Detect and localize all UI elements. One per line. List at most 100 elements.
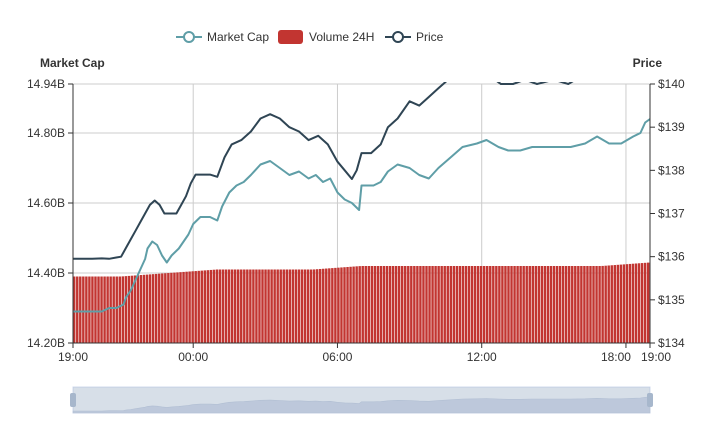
volume-bar (610, 265, 613, 343)
volume-bar (325, 268, 328, 343)
volume-bar (312, 269, 316, 343)
volume-bar (236, 269, 240, 343)
volume-bar (404, 266, 407, 343)
volume-bar (434, 266, 437, 343)
volume-bar (616, 264, 620, 343)
volume-bar (607, 265, 610, 343)
volume-bar (504, 266, 507, 343)
right-tick-label: $134 (658, 336, 685, 350)
right-tick-label: $137 (658, 207, 685, 221)
legend-item-price[interactable]: Price (385, 30, 444, 44)
volume-bar (206, 270, 210, 343)
right-tick-label: $138 (658, 163, 685, 177)
left-tick-label: 14.80B (27, 126, 65, 140)
volume-bar (127, 275, 131, 343)
volume-bar (643, 262, 647, 343)
volume-bar (130, 275, 134, 343)
volume-bar (580, 266, 583, 343)
volume-bar (482, 266, 486, 343)
volume-bar (519, 266, 522, 343)
volume-bar (388, 266, 392, 343)
volume-bar (440, 266, 443, 343)
volume-bar (194, 271, 197, 343)
legend-marker-volume-icon (278, 30, 303, 44)
volume-bar (568, 266, 571, 343)
volume-bar (88, 276, 91, 343)
legend-marker-price-icon (392, 31, 404, 43)
volume-bar (230, 269, 234, 343)
data-zoom-slider[interactable] (70, 386, 653, 414)
volume-bar (355, 266, 358, 343)
volume-bar (376, 266, 380, 343)
volume-bar (370, 266, 374, 343)
volume-bar (495, 266, 498, 343)
volume-bar (136, 275, 140, 343)
volume-bar (516, 266, 519, 343)
volume-bar (601, 265, 604, 343)
right-tick-label: $139 (658, 120, 685, 134)
volume-bar (543, 266, 547, 343)
volume-bar (464, 266, 468, 343)
volume-bar (364, 266, 367, 343)
volume-bar (145, 274, 149, 343)
volume-bar (133, 275, 137, 343)
volume-bar (200, 270, 203, 343)
legend[interactable]: Market Cap Volume 24H Price (176, 30, 444, 44)
volume-bar (640, 263, 644, 343)
volume-bar (613, 265, 616, 343)
volume-bar (91, 276, 94, 343)
volume-bar (586, 266, 589, 343)
volume-bar (97, 276, 100, 343)
volume-bar (215, 269, 219, 343)
slider-left-handle[interactable] (70, 393, 76, 407)
volume-bar (634, 263, 638, 343)
volume-bar (331, 268, 334, 343)
volume-bar (282, 269, 285, 343)
volume-bar (382, 266, 386, 343)
volume-bar (76, 276, 79, 343)
volume-bar (203, 270, 207, 343)
volume-bar (306, 269, 310, 343)
volume-bar (470, 266, 474, 343)
volume-bar (267, 269, 270, 343)
volume-bar (288, 269, 292, 343)
volume-bar (85, 276, 88, 343)
volume-bar (297, 269, 301, 343)
volume-bar (309, 269, 313, 343)
slider-right-handle[interactable] (647, 393, 653, 407)
x-tick-label: 18:00 (601, 350, 631, 364)
volume-bar (592, 266, 595, 343)
volume-bar (258, 269, 261, 343)
volume-bar (373, 266, 377, 343)
legend-label-price: Price (416, 30, 444, 44)
volume-bar (394, 266, 398, 343)
volume-bar (400, 266, 404, 343)
volume-bar (246, 269, 249, 343)
volume-bar (479, 266, 483, 343)
volume-bar (549, 266, 553, 343)
volume-bar (276, 269, 279, 343)
volume-bar (285, 269, 289, 343)
volume-bar (249, 269, 252, 343)
volume-bar (558, 266, 562, 343)
volume-bar (334, 267, 337, 343)
slider-selection[interactable] (73, 387, 650, 413)
volume-bar (416, 266, 419, 343)
volume-bar (148, 274, 152, 343)
volume-bar (367, 266, 371, 343)
legend-item-volume[interactable]: Volume 24H (278, 30, 374, 44)
volume-bar (385, 266, 389, 343)
volume-bar (358, 266, 361, 343)
volume-bar (212, 269, 216, 343)
volume-bar (540, 266, 544, 343)
legend-item-market-cap[interactable]: Market Cap (176, 30, 269, 44)
volume-bar (413, 266, 416, 343)
volume-bar (528, 266, 531, 343)
volume-bar (525, 266, 528, 343)
volume-bar (346, 266, 349, 343)
volume-bar (340, 267, 343, 343)
volume-bar (449, 266, 453, 343)
series-lines (73, 82, 650, 313)
